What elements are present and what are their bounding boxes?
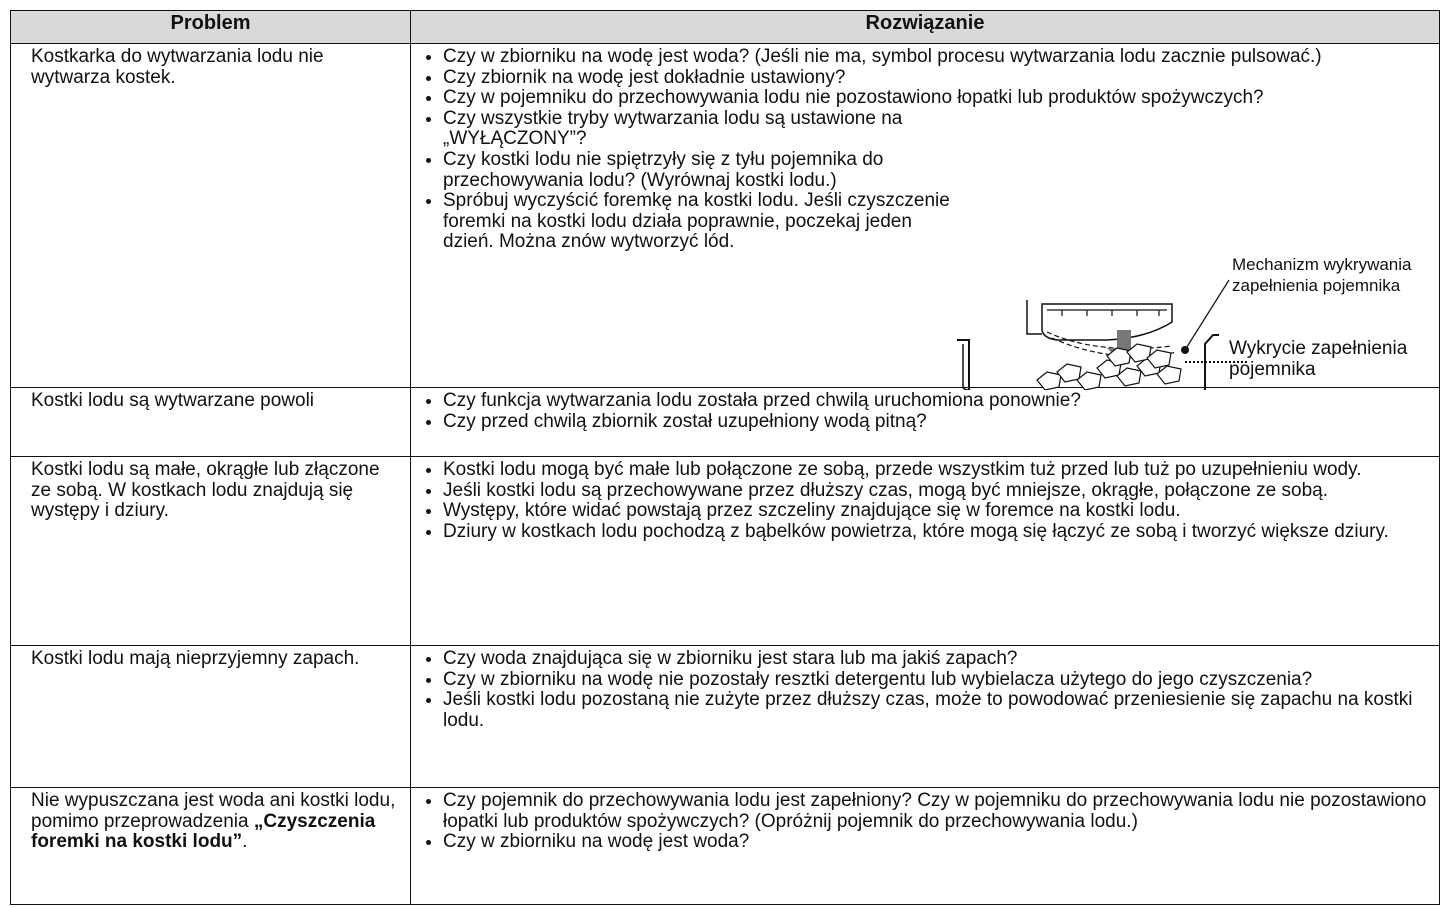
solution-item: Spróbuj wyczyścić foremkę na kostki lodu… [443, 190, 953, 253]
ice-cube [1126, 343, 1152, 363]
sensor-label: zapełnienia pojemnika [1232, 276, 1401, 295]
problem-cell: Kostki lodu są wytwarzane powoli [10, 387, 411, 457]
solution-list: Czy w zbiorniku na wodę jest woda? (Jeśl… [425, 46, 1429, 253]
table-row: Kostki lodu są wytwarzane powoli Czy funk… [10, 387, 1440, 457]
tray-body [1026, 300, 1042, 335]
solution-item: Czy wszystkie tryby wytwarzania lodu są … [443, 108, 953, 150]
solution-item: Czy w zbiorniku na wodę nie pozostały re… [443, 669, 1429, 691]
problem-text: Kostki lodu są wytwarzane powoli [31, 390, 315, 411]
solution-item: Występy, które widać powstają przez szcz… [443, 501, 1429, 522]
problem-cell: Kostki lodu mają nieprzyjemny zapach. [10, 645, 411, 788]
solution-item: Czy w zbiorniku na wodę jest woda? [443, 832, 1429, 853]
troubleshooting-table: Problem Rozwiązanie Kostkarka do wytwarz… [10, 10, 1440, 905]
table-row: Kostki lodu są małe, okrągłe lub złączon… [10, 456, 1440, 646]
problem-text: „Czyszczenia foremki na kostki lodu” [31, 810, 376, 853]
solution-item: Czy pojemnik do przechowywania lodu jest… [443, 790, 1429, 832]
sensor-leader [1184, 279, 1230, 351]
ice-tray [1041, 303, 1173, 341]
solution-cell: Czy woda znajdująca się w zbiorniku jest… [410, 645, 1440, 788]
ice-cube [1156, 365, 1182, 385]
solution-list: Czy woda znajdująca się w zbiorniku jest… [425, 648, 1429, 731]
solution-list: Czy pojemnik do przechowywania lodu jest… [425, 790, 1429, 853]
solution-item: Czy w pojemniku do przechowywania lodu n… [443, 88, 1429, 109]
solution-list: Kostki lodu mogą być małe lub połączone … [425, 459, 1429, 543]
problem-text: Kostki lodu mają nieprzyjemny zapach. [31, 648, 360, 669]
problem-text: . [242, 831, 248, 853]
solution-item: Kostki lodu mogą być małe lub połączone … [443, 459, 1429, 481]
problem-text: Kostkarka do wytwarzania lodu nie wytwar… [31, 46, 324, 88]
ice-cube [1106, 347, 1132, 367]
solution-item: Czy zbiornik na wodę jest dokładnie usta… [443, 67, 1429, 89]
solution-item: Czy woda znajdująca się w zbiorniku jest… [443, 648, 1429, 670]
table-wrap: Problem Rozwiązanie Kostkarka do wytwarz… [10, 10, 1440, 905]
solution-item: Jeśli kostki lodu są przechowywane przez… [443, 480, 1429, 502]
solution-list: Czy funkcja wytwarzania lodu została prz… [425, 390, 1429, 433]
ice-cube [1056, 363, 1082, 383]
tray-ridge [1047, 309, 1167, 316]
header-cell: Problem [10, 10, 411, 44]
solution-cell: Czy w zbiorniku na wodę jest woda? (Jeśl… [410, 43, 1440, 390]
ice-bin-figure: Mechanizm wykrywania zapełnienia pojemnik… [957, 255, 1412, 390]
solution-cell: Czy pojemnik do przechowywania lodu jest… [410, 787, 1440, 905]
solution-item: Czy funkcja wytwarzania lodu została prz… [443, 390, 1429, 412]
table-row: Kostkarka do wytwarzania lodu nie wytwar… [10, 43, 1440, 390]
solution-item: Jeśli kostki lodu pozostaną nie zużyte p… [443, 689, 1429, 731]
solution-cell: Kostki lodu mogą być małe lub połączone … [410, 456, 1440, 646]
ice-cube [1116, 367, 1142, 387]
table-row: Nie wypuszczana jest woda ani kostki lod… [10, 787, 1440, 905]
problem-text: Kostki lodu są małe, okrągłe lub złączon… [31, 459, 380, 522]
problem-cell: Kostki lodu są małe, okrągłe lub złączon… [10, 456, 411, 646]
solution-item: Czy w zbiorniku na wodę jest woda? (Jeśl… [443, 46, 1429, 68]
ice-cube [1146, 349, 1172, 369]
problem-cell: Nie wypuszczana jest woda ani kostki lod… [10, 787, 411, 905]
table-row: Kostki lodu mają nieprzyjemny zapach. Czy… [10, 645, 1440, 788]
problem-cell: Kostkarka do wytwarzania lodu nie wytwar… [10, 43, 411, 388]
header-row: Problem Rozwiązanie [10, 10, 1440, 44]
solution-item: Dziury w kostkach lodu pochodzą z bąbelk… [443, 521, 1429, 543]
header-cell: Rozwiązanie [410, 10, 1440, 44]
full-label: Wykrycie zapełnienia [1229, 338, 1408, 359]
problem-text: Nie wypuszczana jest woda ani kostki lod… [31, 790, 396, 832]
solution-item: Czy przed chwilą zbiornik został uzupełn… [443, 411, 1429, 433]
sensor-label: Mechanizm wykrywania [1232, 255, 1412, 274]
solution-cell: Czy funkcja wytwarzania lodu została prz… [410, 387, 1440, 457]
solution-item: Czy kostki lodu nie spiętrzyły się z tył… [443, 149, 953, 191]
full-label: pojemnika [1229, 359, 1316, 380]
